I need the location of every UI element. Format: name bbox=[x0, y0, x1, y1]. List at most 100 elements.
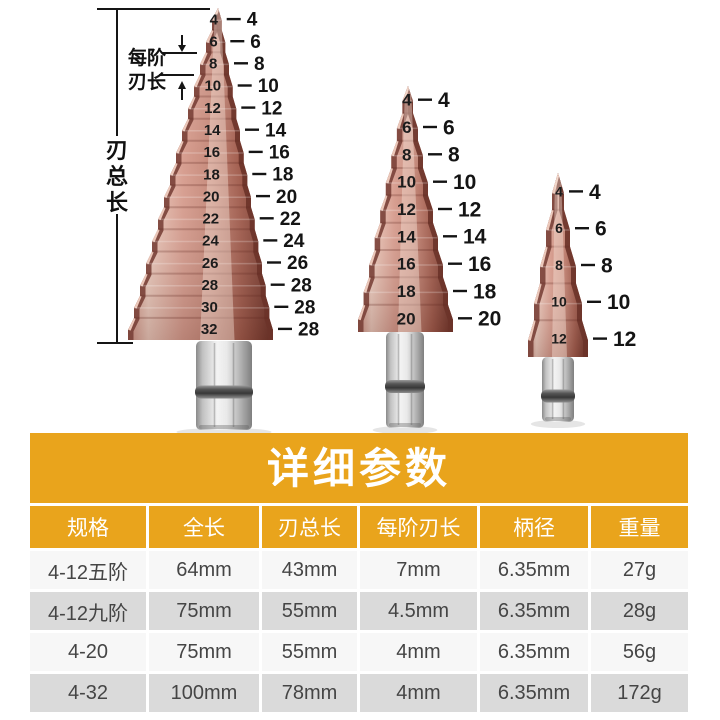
drill-step-label: 20 bbox=[203, 188, 220, 205]
hex-shank bbox=[541, 357, 575, 422]
column-header: 刃总长 bbox=[262, 506, 357, 548]
spec-value-cell: 6.35mm bbox=[480, 633, 588, 671]
drill-step-label: 10 bbox=[204, 78, 221, 95]
spec-value-cell: 43mm bbox=[262, 551, 357, 589]
column-header: 全长 bbox=[149, 506, 259, 548]
drill-step-label: 20 bbox=[397, 309, 416, 328]
callout-size-label: 22 bbox=[280, 209, 301, 230]
callout-size-label: 26 bbox=[287, 253, 308, 274]
callout-size-label: 28 bbox=[291, 275, 312, 296]
callout-size-label: 16 bbox=[269, 143, 290, 164]
drill-step-label: 12 bbox=[204, 100, 221, 117]
step-size-labels: 4 6 8 10 12 14 16 18 20 22 24 26 28 30 32 bbox=[201, 11, 221, 338]
callout-size-label: 12 bbox=[613, 328, 636, 351]
callout-size-label: 6 bbox=[443, 116, 455, 139]
drill-step-label: 10 bbox=[551, 294, 567, 310]
callout-size-label: 4 bbox=[589, 181, 601, 204]
callout-size-label: 14 bbox=[265, 120, 287, 141]
spec-value-cell: 7mm bbox=[360, 551, 477, 589]
spec-value-cell: 56g bbox=[591, 633, 688, 671]
shank-groove bbox=[385, 380, 425, 393]
drill-step-label: 8 bbox=[555, 257, 563, 273]
step-drill-4-12: 4 6 8 10 12 4 6 8 10 12 bbox=[528, 173, 636, 428]
total-blade-length-label: 长 bbox=[106, 190, 129, 215]
hex-shank bbox=[385, 332, 425, 428]
hex-shank bbox=[195, 341, 253, 430]
spec-value-cell: 78mm bbox=[262, 674, 357, 712]
dimension-annotations: 刃总长 每阶刃长 bbox=[97, 8, 210, 344]
drill-step-label: 4 bbox=[210, 11, 219, 28]
spec-value-cell: 55mm bbox=[262, 633, 357, 671]
drill-step-label: 4 bbox=[402, 91, 412, 110]
callout-size-label: 6 bbox=[595, 218, 607, 241]
drill-step-label: 28 bbox=[201, 277, 218, 294]
spec-value-cell: 4.5mm bbox=[360, 592, 477, 630]
callout-size-label: 4 bbox=[247, 10, 258, 31]
spec-value-cell: 4mm bbox=[360, 633, 477, 671]
callout-size-label: 12 bbox=[458, 198, 481, 221]
drill-step-label: 16 bbox=[203, 144, 220, 161]
spec-name-cell: 4-12五阶 bbox=[30, 551, 146, 589]
drill-step-label: 14 bbox=[204, 122, 221, 139]
drill-step-label: 6 bbox=[555, 220, 563, 236]
drill-step-label: 6 bbox=[402, 118, 411, 137]
callout-size-label: 28 bbox=[294, 297, 315, 318]
step-size-labels: 4 6 8 10 12 14 16 18 20 bbox=[397, 91, 417, 329]
callout-size-label: 4 bbox=[438, 89, 450, 112]
callout-size-label: 14 bbox=[463, 226, 487, 249]
callout-size-label: 8 bbox=[448, 144, 460, 167]
step-drill-4-20: 4 6 8 10 12 14 16 18 20 4 6 8 10 12 14 16 18 20 bbox=[358, 86, 501, 433]
callout-size-label: 8 bbox=[601, 254, 613, 277]
spec-value-cell: 75mm bbox=[149, 633, 259, 671]
spec-value-cell: 55mm bbox=[262, 592, 357, 630]
column-header: 规格 bbox=[30, 506, 146, 548]
callout-size-label: 20 bbox=[478, 308, 501, 331]
shank-groove bbox=[195, 385, 253, 399]
spec-value-cell: 6.35mm bbox=[480, 592, 588, 630]
column-header: 重量 bbox=[591, 506, 688, 548]
drill-step-label: 4 bbox=[555, 183, 563, 199]
callout-size-label: 20 bbox=[276, 187, 297, 208]
per-step-blade-length-label: 刃长 bbox=[128, 71, 167, 93]
drill-step-label: 8 bbox=[209, 56, 217, 73]
drill-step-label: 12 bbox=[551, 331, 567, 347]
drill-step-label: 16 bbox=[397, 255, 416, 274]
callout-size-label: 16 bbox=[468, 253, 491, 276]
spec-value-cell: 172g bbox=[591, 674, 688, 712]
drill-step-label: 30 bbox=[201, 299, 218, 316]
spec-name-cell: 4-20 bbox=[30, 633, 146, 671]
spec-value-cell: 64mm bbox=[149, 551, 259, 589]
step-drill-figure: 4681012141618202224262830324681012141618… bbox=[97, 8, 636, 433]
drill-step-label: 18 bbox=[397, 282, 416, 301]
up-arrow-icon bbox=[178, 81, 186, 89]
callout-size-label: 8 bbox=[254, 54, 265, 75]
spec-value-cell: 4mm bbox=[360, 674, 477, 712]
shank-groove bbox=[541, 389, 575, 403]
step-callouts: 4 6 8 10 12 bbox=[569, 181, 636, 351]
step-callouts: 4 6 8 10 12 14 16 18 20 bbox=[418, 89, 501, 331]
column-header: 柄径 bbox=[480, 506, 588, 548]
step-size-labels: 4 6 8 10 12 bbox=[551, 183, 567, 346]
drill-step-label: 14 bbox=[397, 227, 416, 246]
drill-step-label: 18 bbox=[203, 166, 220, 183]
callout-size-label: 10 bbox=[258, 76, 279, 97]
spec-name-cell: 4-32 bbox=[30, 674, 146, 712]
total-blade-length-label: 总 bbox=[106, 164, 128, 189]
drill-step-label: 24 bbox=[202, 233, 219, 250]
callout-size-label: 28 bbox=[298, 320, 319, 341]
drill-step-label: 12 bbox=[397, 200, 416, 219]
callout-size-label: 10 bbox=[453, 171, 476, 194]
step-drill-4-32: 4681012141618202224262830324681012141618… bbox=[97, 8, 319, 433]
spec-value-cell: 100mm bbox=[149, 674, 259, 712]
ground-shadow bbox=[530, 420, 586, 428]
drill-step-label: 10 bbox=[397, 173, 416, 192]
callout-size-label: 18 bbox=[473, 280, 497, 303]
drill-step-label: 8 bbox=[402, 145, 411, 164]
total-blade-length-label: 刃 bbox=[106, 138, 128, 163]
drill-step-label: 26 bbox=[202, 255, 219, 272]
callout-size-label: 24 bbox=[283, 231, 305, 252]
down-arrow-icon bbox=[178, 45, 186, 52]
product-showcase: 4 6 8 10 12 14 16 18 20 22 24 26 28 30 32 4 6 8 10 12 14 16 18… bbox=[97, 8, 637, 433]
